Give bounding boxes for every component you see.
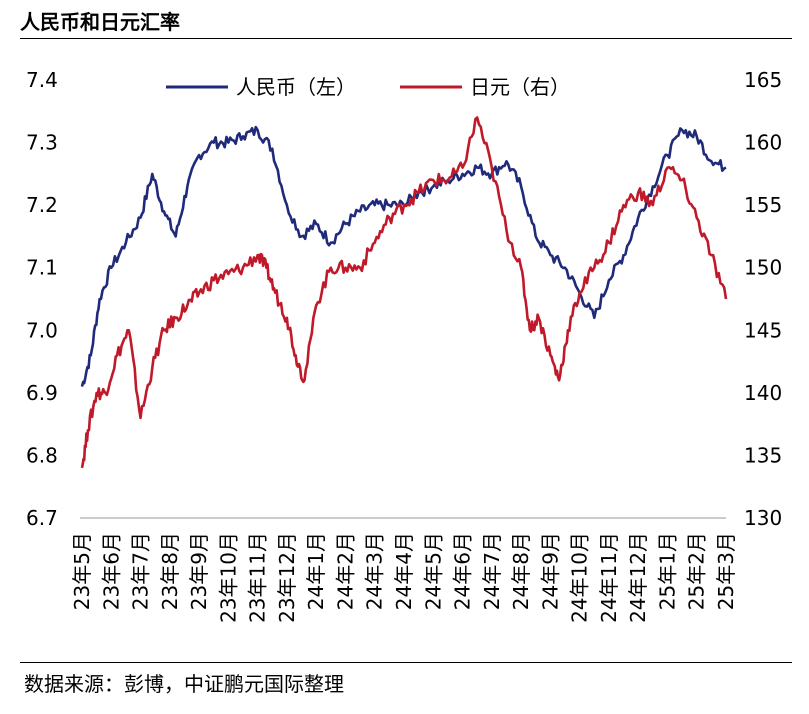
x-tick-label: 23年10月 [216, 532, 240, 623]
right-tick-label: 145 [744, 318, 782, 342]
source-divider [20, 662, 792, 663]
left-tick-label: 7.3 [26, 131, 58, 155]
x-tick-label: 25年1月 [655, 532, 679, 610]
x-tick-label: 23年7月 [129, 532, 153, 610]
x-tick-label: 24年4月 [392, 532, 416, 610]
x-tick-label: 24年6月 [451, 532, 475, 610]
x-tick-label: 24年3月 [363, 532, 387, 610]
right-tick-label: 150 [744, 256, 782, 280]
legend-label-rmb: 人民币（左） [236, 75, 356, 99]
left-tick-label: 7.0 [26, 318, 58, 342]
chart-title: 人民币和日元汇率 [20, 10, 180, 34]
x-tick-label: 24年1月 [304, 532, 328, 610]
right-tick-label: 155 [744, 193, 782, 217]
series-line-jpy [80, 116, 728, 469]
x-tick-label: 23年6月 [99, 532, 123, 610]
x-tick-label: 24年12月 [626, 532, 650, 623]
left-tick-label: 7.2 [26, 193, 58, 217]
x-tick-label: 24年7月 [480, 532, 504, 610]
x-tick-label: 24年11月 [597, 532, 621, 623]
x-tick-label: 25年2月 [685, 532, 709, 610]
x-tick-label: 25年3月 [714, 532, 738, 610]
fx-line-chart: 7.4 7.3 7.2 7.1 7.0 6.9 6.8 6.7 165 160 155 150 145… [26, 68, 782, 623]
right-tick-label: 160 [744, 131, 782, 155]
x-tick-label: 24年9月 [538, 532, 562, 610]
x-tick-label: 23年5月 [70, 532, 94, 610]
x-tick-label: 23年12月 [275, 532, 299, 623]
right-tick-label: 135 [744, 443, 782, 467]
x-axis-ticks: 23年5月 23年6月 23年7月 23年8月 23年9月 23年10月 23年11月 23年… [70, 532, 738, 623]
left-tick-label: 6.9 [26, 381, 58, 405]
x-tick-label: 23年8月 [158, 532, 182, 610]
x-tick-label: 24年10月 [568, 532, 592, 623]
series-line-rmb [80, 125, 727, 387]
x-tick-label: 24年8月 [509, 532, 533, 610]
legend-label-jpy: 日元（右） [470, 75, 570, 99]
left-axis-ticks: 7.4 7.3 7.2 7.1 7.0 6.9 6.8 6.7 [26, 68, 58, 530]
right-axis-ticks: 165 160 155 150 145 140 135 130 [744, 68, 782, 530]
series-layer [80, 116, 728, 469]
right-tick-label: 165 [744, 68, 782, 92]
right-tick-label: 140 [744, 381, 782, 405]
legend: 人民币（左） 日元（右） [166, 75, 570, 99]
right-tick-label: 130 [744, 506, 782, 530]
source-note: 数据来源：彭博，中证鹏元国际整理 [24, 672, 344, 696]
left-tick-label: 6.8 [26, 443, 58, 467]
left-tick-label: 7.4 [26, 68, 58, 92]
x-tick-label: 24年5月 [421, 532, 445, 610]
x-tick-label: 23年11月 [246, 532, 270, 623]
left-tick-label: 7.1 [26, 256, 58, 280]
left-tick-label: 6.7 [26, 506, 58, 530]
x-tick-label: 24年2月 [333, 532, 357, 610]
title-divider [20, 38, 792, 39]
x-tick-label: 23年9月 [187, 532, 211, 610]
